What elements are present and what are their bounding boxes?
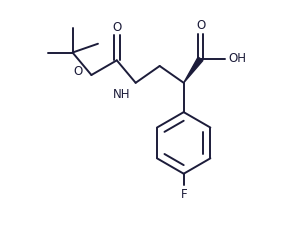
Polygon shape [184, 57, 203, 83]
Text: O: O [112, 21, 121, 34]
Text: O: O [196, 19, 205, 32]
Text: F: F [180, 188, 187, 201]
Text: NH: NH [113, 88, 130, 101]
Text: OH: OH [229, 52, 247, 65]
Text: O: O [74, 65, 83, 78]
